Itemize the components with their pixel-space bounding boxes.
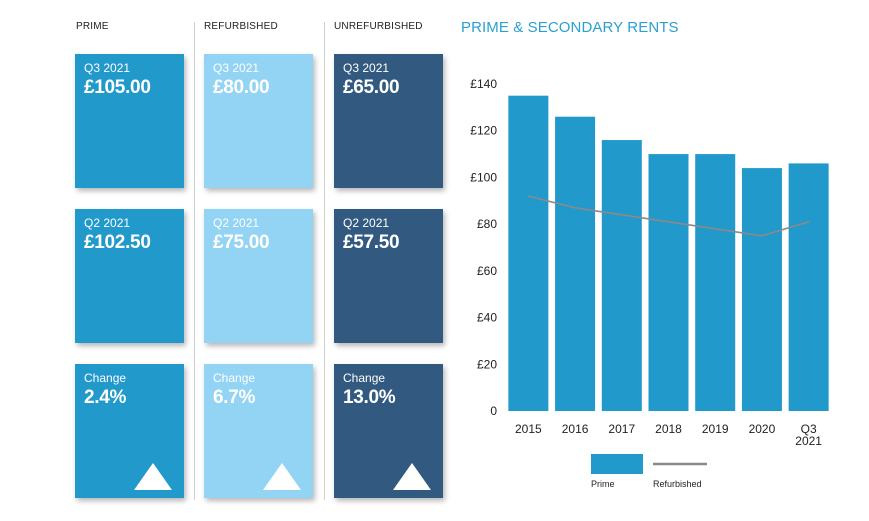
unrefurbished-q2-card: Q2 2021 £57.50 (334, 209, 443, 343)
x-tick-label: 2016 (562, 422, 589, 436)
x-tick-label: 2020 (749, 422, 776, 436)
card-label: Q3 2021 (343, 61, 390, 75)
card-label: Change (213, 371, 256, 385)
card-value: 6.7% (213, 387, 256, 408)
card-value: £102.50 (84, 232, 151, 253)
refurbished-point (761, 235, 763, 237)
bar-2018 (648, 154, 689, 412)
up-triangle-icon (263, 463, 301, 490)
y-tick-label: £140 (470, 77, 497, 91)
column-divider (324, 22, 325, 500)
y-tick-label: £20 (477, 357, 497, 371)
bar-2016 (555, 116, 596, 411)
refurbished-point (574, 206, 576, 209)
x-tick-label: 2021 (795, 434, 822, 448)
bar-2020 (741, 168, 782, 411)
refurbished-change-card: Change 6.7% (204, 364, 313, 498)
card-label: Q3 2021 (84, 61, 131, 75)
card-value: £105.00 (84, 77, 151, 98)
refurbished-q3-card: Q3 2021 £80.00 (204, 54, 313, 188)
card-label: Q2 2021 (213, 216, 260, 230)
column-divider (194, 22, 195, 500)
unrefurbished-q3-card: Q3 2021 £65.00 (334, 54, 443, 188)
x-tick-label: 2018 (655, 422, 682, 436)
x-tick-label: 2015 (515, 422, 542, 436)
x-tick-label: 2017 (608, 422, 635, 436)
unrefurbished-heading: UNREFURBISHED (334, 21, 423, 32)
card-value: £57.50 (343, 232, 400, 253)
card-value: £80.00 (213, 77, 270, 98)
card-label: Q2 2021 (343, 216, 390, 230)
y-tick-label: £60 (477, 264, 497, 278)
chart-title: PRIME & SECONDARY RENTS (461, 19, 679, 36)
bar-2017 (601, 140, 642, 412)
y-tick-label: £100 (470, 170, 497, 184)
refurbished-point (807, 221, 810, 223)
card-label: Change (84, 371, 127, 385)
refurbished-heading: REFURBISHED (204, 21, 278, 32)
bar-2015 (508, 95, 549, 411)
card-value: 2.4% (84, 387, 127, 408)
y-tick-label: £80 (477, 217, 497, 231)
y-tick-label: £40 (477, 311, 497, 325)
refurbished-point (527, 195, 530, 197)
refurbished-point (714, 228, 717, 230)
card-label: Q3 2021 (213, 61, 260, 75)
legend-prime-label: Prime (591, 479, 615, 489)
bar-2019 (695, 154, 736, 412)
refurbished-q2-card: Q2 2021 £75.00 (204, 209, 313, 343)
legend-refurbished-label: Refurbished (653, 479, 702, 489)
card-label: Q2 2021 (84, 216, 131, 230)
legend-prime-swatch (591, 454, 643, 474)
x-tick-label: 2019 (702, 422, 729, 436)
y-tick-label: £120 (470, 124, 497, 138)
unrefurbished-change-card: Change 13.0% (334, 364, 443, 498)
refurbished-point (667, 221, 670, 223)
prime-heading: PRIME (76, 21, 109, 32)
refurbished-point (620, 214, 623, 216)
prime-change-card: Change 2.4% (75, 364, 184, 498)
card-label: Change (343, 371, 386, 385)
bar-q3-2021 (788, 163, 829, 411)
prime-q2-card: Q2 2021 £102.50 (75, 209, 184, 343)
prime-q3-card: Q3 2021 £105.00 (75, 54, 184, 188)
card-value: 13.0% (343, 387, 396, 408)
card-value: £75.00 (213, 232, 270, 253)
up-triangle-icon (393, 463, 431, 490)
x-tick-label: Q3 (801, 422, 817, 436)
card-value: £65.00 (343, 77, 400, 98)
up-triangle-icon (134, 463, 172, 490)
y-tick-label: 0 (490, 404, 497, 418)
